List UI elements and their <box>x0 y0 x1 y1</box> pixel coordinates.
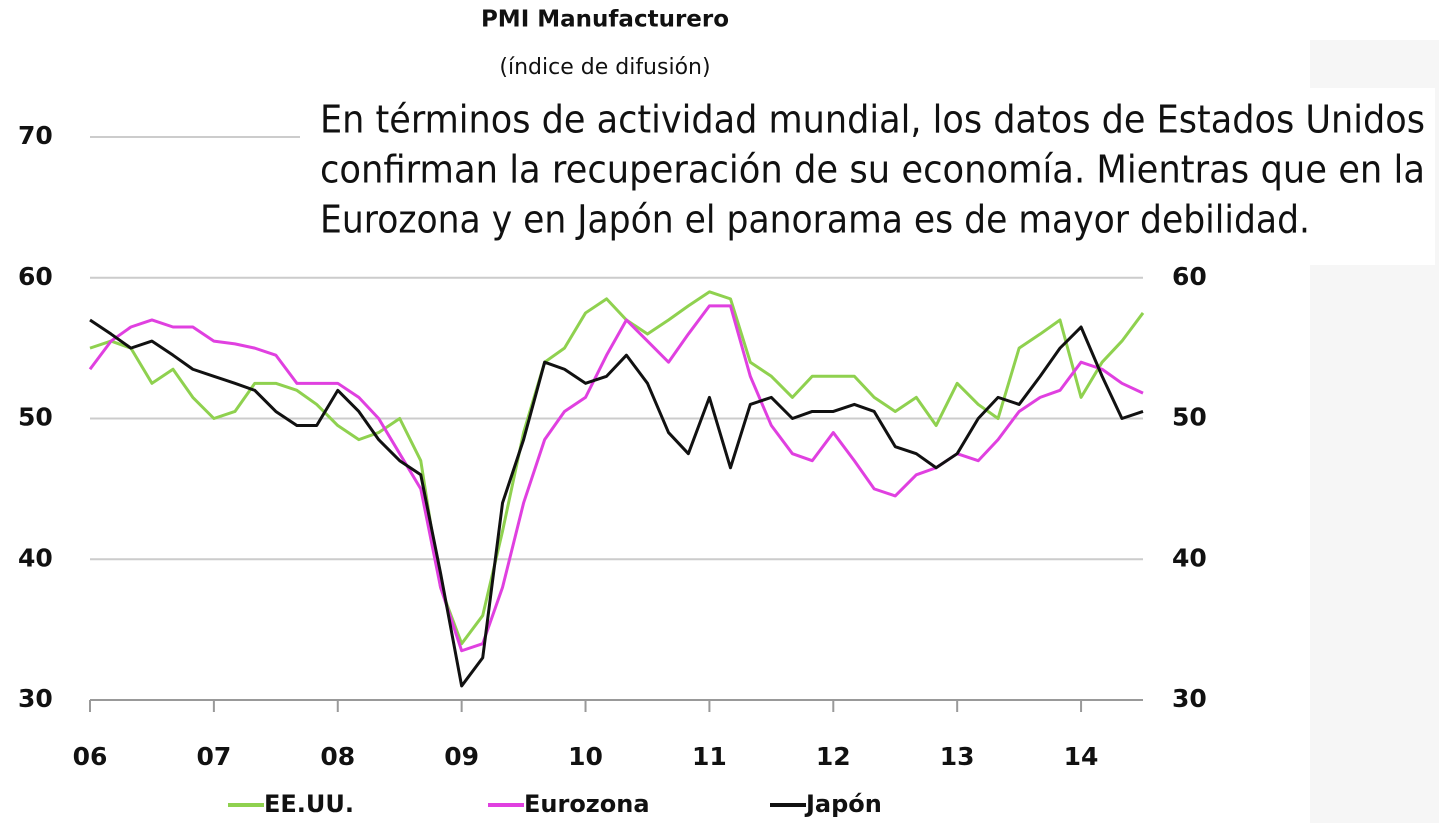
y2-tick-label: 30 <box>1172 684 1207 713</box>
x-tick-label: 07 <box>196 742 231 771</box>
annotation-text: En términos de actividad mundial, los da… <box>320 98 1425 142</box>
y-tick-label: 40 <box>18 543 53 572</box>
legend-label: EE.UU. <box>264 790 354 818</box>
x-tick-label: 09 <box>444 742 479 771</box>
y2-tick-label: 40 <box>1172 543 1207 572</box>
x-tick-label: 13 <box>940 742 975 771</box>
y2-tick-label: 60 <box>1172 262 1207 291</box>
y-tick-label: 70 <box>18 121 53 150</box>
x-tick-label: 08 <box>320 742 355 771</box>
legend-label: Japón <box>804 790 882 818</box>
series-line <box>88 304 1144 653</box>
y-tick-label: 60 <box>18 262 53 291</box>
annotation-box <box>300 88 1435 265</box>
y2-tick-label: 50 <box>1172 403 1207 432</box>
chart-subtitle: (índice de difusión) <box>499 55 710 80</box>
annotation-text: Eurozona y en Japón el panorama es de ma… <box>320 198 1310 242</box>
y-tick-label: 30 <box>18 684 53 713</box>
series-line <box>89 318 1144 688</box>
legend-label: Eurozona <box>524 790 650 818</box>
chart-title: PMI Manufacturero <box>481 7 729 33</box>
x-tick-label: 10 <box>568 742 603 771</box>
x-tick-label: 14 <box>1064 742 1099 771</box>
series-line <box>89 290 1145 646</box>
x-tick-label: 12 <box>816 742 851 771</box>
annotation-text: confirman la recuperación de su economía… <box>320 148 1425 192</box>
x-tick-label: 06 <box>73 742 108 771</box>
x-tick-label: 11 <box>692 742 727 771</box>
y-tick-label: 50 <box>18 403 53 432</box>
